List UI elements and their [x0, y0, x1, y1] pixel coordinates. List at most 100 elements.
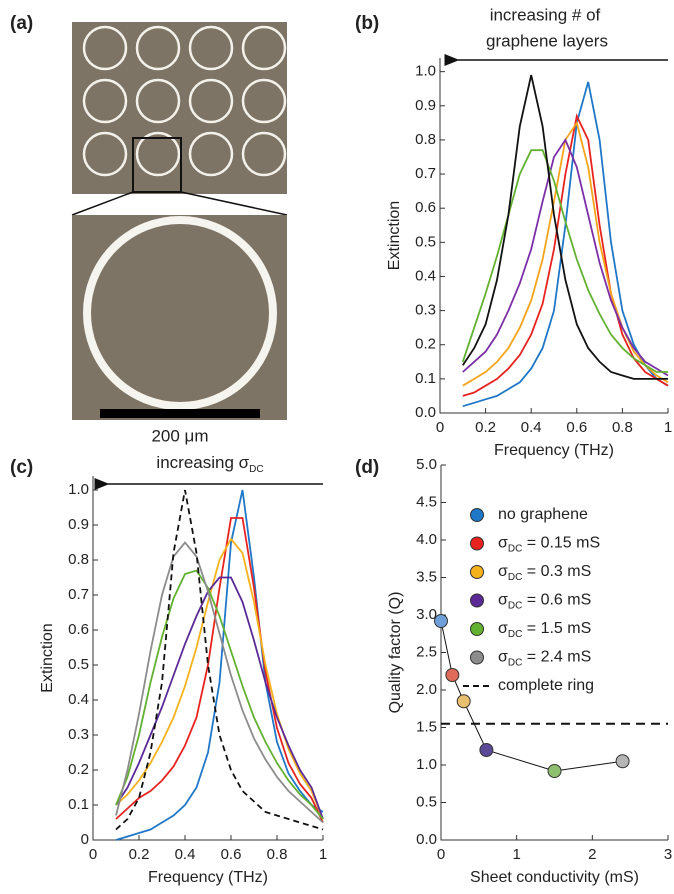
x-tick-label: 0: [436, 419, 444, 436]
y-tick-label: 0.6: [415, 199, 436, 216]
x-tick-label: 0.4: [175, 846, 196, 863]
y-tick-label: 4.0: [416, 531, 437, 548]
y-tick-label: 0.3: [415, 302, 436, 319]
legend-swatch: [470, 536, 484, 551]
series-line: [462, 120, 669, 387]
scale-label: 200 μm: [151, 426, 208, 445]
y-tick-label: 2.5: [416, 643, 437, 660]
y-tick-label: 0.6: [68, 621, 89, 638]
y-tick-label: 0.2: [415, 336, 436, 353]
x-tick-label: 0.8: [267, 846, 288, 863]
y-tick-label: 0.7: [415, 165, 436, 182]
x-tick-label: 0: [437, 846, 445, 863]
y-axis-label: Extinction: [386, 201, 403, 270]
annotation: increasing # of: [490, 5, 601, 24]
series-line: [462, 113, 669, 397]
series-line: [461, 149, 668, 373]
point: [456, 694, 471, 709]
x-tick-label: 2: [588, 846, 596, 863]
legend-label: σDC = 0.3 mS: [498, 563, 591, 583]
y-tick-label: 0.4: [68, 691, 89, 708]
series-line: [115, 489, 324, 841]
annotation: increasing σDC: [156, 453, 263, 475]
x-axis-label: Sheet conductivity (mS): [470, 869, 639, 886]
series-line: [462, 74, 668, 380]
x-tick-label: 0.2: [129, 846, 150, 863]
series-line: [115, 576, 324, 820]
y-tick-label: 0.1: [415, 370, 436, 387]
zoom-box: [132, 137, 182, 193]
legend-label: σDC = 0.15 mS: [498, 535, 600, 555]
point: [479, 743, 494, 757]
y-tick-label: 0.0: [415, 404, 436, 421]
y-tick-label: 0.8: [415, 131, 436, 148]
legend-label: complete ring: [498, 677, 594, 694]
point: [547, 764, 562, 778]
y-tick-label: 4.5: [416, 493, 437, 510]
legend-label: σDC = 1.5 mS: [498, 620, 591, 640]
series-line: [115, 541, 324, 824]
annotation: graphene layers: [486, 31, 608, 50]
x-tick-label: 3: [664, 846, 672, 863]
y-tick-label: 0.2: [68, 761, 89, 778]
legend-swatch: [470, 650, 484, 665]
series-line: [462, 81, 669, 408]
legend-swatch: [470, 565, 484, 579]
y-tick-label: 0.4: [415, 267, 436, 284]
point: [445, 668, 460, 682]
y-tick-label: 0: [81, 831, 89, 848]
panel-label: (c): [10, 457, 33, 478]
zoom-micrograph: [72, 215, 287, 420]
legend-swatch: [470, 508, 484, 522]
y-tick-label: 0.9: [68, 516, 89, 533]
y-tick-label: 3.0: [416, 606, 437, 623]
y-tick-label: 0.3: [68, 726, 89, 743]
y-tick-label: 3.5: [416, 568, 437, 585]
y-tick-label: 1.0: [68, 481, 89, 498]
y-axis-label: Quality factor (Q): [387, 592, 404, 714]
series-line: [115, 569, 324, 820]
x-tick-label: 1: [664, 419, 672, 436]
x-tick-label: 0: [89, 846, 97, 863]
series-line: [115, 517, 324, 823]
y-axis-label: Extinction: [39, 623, 56, 692]
x-axis-label: Frequency (THz): [148, 869, 268, 886]
zoom-lines: [71, 191, 288, 216]
y-tick-label: 2.0: [416, 681, 437, 698]
point: [615, 754, 630, 769]
y-tick-label: 0.1: [68, 796, 89, 813]
panel-label: (b): [355, 13, 379, 34]
x-axis-label: Frequency (THz): [494, 442, 614, 459]
legend-swatch: [470, 593, 484, 608]
scale-bar: [100, 409, 260, 418]
panel-label: (d): [355, 457, 379, 478]
point: [434, 614, 448, 628]
y-tick-label: 0.5: [416, 793, 437, 810]
y-tick-label: 0.8: [68, 551, 89, 568]
x-tick-label: 0.4: [521, 419, 542, 436]
x-tick-label: 0.6: [566, 419, 587, 436]
x-tick-label: 0.2: [475, 419, 496, 436]
y-tick-label: 1.5: [416, 718, 437, 735]
y-tick-label: 0.5: [68, 656, 89, 673]
y-tick-label: 0.9: [415, 97, 436, 114]
zoom-ring: [83, 216, 277, 410]
series-line: [115, 489, 324, 831]
x-tick-label: 1: [512, 846, 520, 863]
ring-array: [82, 25, 287, 177]
x-tick-label: 0.6: [221, 846, 242, 863]
x-tick-label: 1: [319, 846, 327, 863]
y-tick-label: 0.7: [68, 586, 89, 603]
legend-label: σDC = 0.6 mS: [498, 592, 591, 612]
y-tick-label: 1.0: [415, 63, 436, 80]
series-line: [115, 537, 324, 820]
legend-swatch: [470, 622, 484, 636]
y-tick-label: 0.0: [416, 831, 437, 848]
y-tick-label: 5.0: [416, 456, 437, 473]
series-line: [462, 138, 669, 377]
legend-label: no graphene: [498, 506, 588, 523]
y-tick-label: 1.0: [416, 756, 437, 773]
y-tick-label: 0.5: [415, 233, 436, 250]
legend-label: σDC = 2.4 mS: [498, 649, 591, 669]
